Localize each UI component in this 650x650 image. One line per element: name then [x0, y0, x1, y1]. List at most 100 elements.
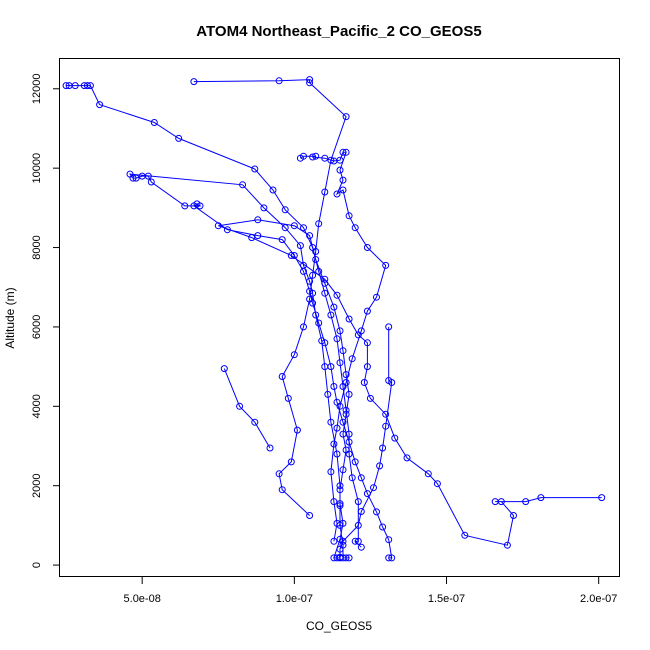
- data-point: [345, 430, 353, 438]
- series-line: [128, 173, 393, 559]
- data-point: [522, 498, 530, 506]
- data-point: [385, 554, 393, 562]
- x-tick-label: 2.0e-07: [580, 593, 617, 605]
- series-line: [66, 85, 362, 548]
- data-point: [321, 289, 329, 297]
- data-point: [300, 261, 307, 269]
- series-6: [336, 323, 396, 561]
- data-point: [336, 359, 344, 367]
- series-line: [218, 219, 602, 559]
- data-point: [321, 188, 329, 196]
- data-point: [284, 394, 292, 402]
- data-point: [333, 335, 341, 343]
- data-point: [330, 303, 338, 311]
- series-line: [193, 79, 347, 516]
- data-point: [348, 474, 356, 482]
- data-point: [306, 512, 314, 519]
- y-tick-label: 12000: [31, 73, 43, 104]
- data-point: [321, 363, 329, 371]
- data-point: [330, 537, 338, 545]
- data-point: [62, 82, 70, 90]
- data-point: [342, 379, 350, 386]
- data-point: [336, 486, 344, 494]
- data-point: [336, 402, 344, 410]
- data-point: [309, 153, 317, 161]
- data-point: [354, 537, 362, 545]
- data-point: [254, 216, 262, 224]
- y-tick-label: 6000: [31, 315, 43, 339]
- data-point: [339, 347, 347, 355]
- data-point: [333, 519, 341, 527]
- plot-frame: [59, 58, 620, 577]
- data-point: [321, 154, 329, 162]
- data-point: [278, 373, 286, 380]
- data-point: [345, 212, 353, 220]
- data-point: [327, 156, 335, 164]
- data-point: [357, 327, 365, 335]
- data-point: [336, 327, 344, 335]
- data-point: [339, 186, 347, 194]
- data-point: [300, 152, 307, 160]
- data-point: [433, 480, 441, 488]
- series-7: [220, 365, 274, 452]
- data-point: [510, 512, 517, 519]
- y-tick-label: 4000: [31, 394, 43, 418]
- data-point: [220, 365, 228, 373]
- data-point: [366, 394, 374, 402]
- data-point: [290, 351, 298, 359]
- y-tick-label: 2000: [31, 473, 43, 497]
- data-point: [318, 337, 326, 345]
- y-axis-label: Altitude (m): [3, 287, 17, 348]
- data-point: [275, 470, 283, 478]
- data-point: [147, 178, 155, 186]
- data-point: [379, 523, 387, 531]
- data-point: [71, 82, 79, 90]
- data-point: [327, 418, 335, 426]
- data-point: [363, 339, 371, 347]
- data-point: [357, 474, 365, 482]
- data-point: [312, 248, 320, 255]
- data-point: [196, 202, 204, 210]
- data-point: [333, 190, 341, 198]
- data-point: [324, 390, 332, 398]
- data-point: [351, 537, 359, 545]
- data-point: [388, 379, 396, 386]
- data-point: [342, 406, 350, 414]
- data-point: [503, 541, 511, 549]
- data-point: [333, 450, 341, 458]
- data-point: [388, 554, 396, 562]
- x-axis: 5.0e-08 1.0e-07 1.5e-07 2.0e-07: [124, 577, 617, 605]
- data-point: [315, 319, 323, 327]
- data-point: [339, 537, 347, 545]
- data-point: [360, 379, 368, 386]
- data-point: [385, 323, 393, 331]
- series-2: [214, 216, 606, 562]
- data-point: [306, 79, 314, 87]
- data-point: [491, 498, 499, 506]
- data-point: [598, 494, 606, 502]
- data-point: [214, 222, 222, 230]
- data-point: [424, 470, 432, 478]
- data-point: [357, 543, 365, 551]
- data-point: [357, 508, 365, 515]
- data-point: [537, 494, 545, 502]
- y-tick-label: 8000: [31, 235, 43, 259]
- data-point: [327, 468, 335, 476]
- series-3: [62, 82, 365, 551]
- data-point: [336, 156, 344, 164]
- data-point: [315, 220, 323, 228]
- data-point: [287, 252, 295, 259]
- data-point: [342, 371, 350, 379]
- data-point: [296, 242, 304, 250]
- data-point: [336, 553, 344, 561]
- data-point: [293, 426, 301, 434]
- data-point: [339, 148, 347, 156]
- data-point: [266, 444, 274, 452]
- data-point: [306, 277, 314, 285]
- data-point: [339, 466, 347, 474]
- data-point: [345, 315, 353, 323]
- data-point: [275, 77, 283, 85]
- x-tick-label: 1.5e-07: [428, 593, 465, 605]
- data-point: [330, 498, 338, 506]
